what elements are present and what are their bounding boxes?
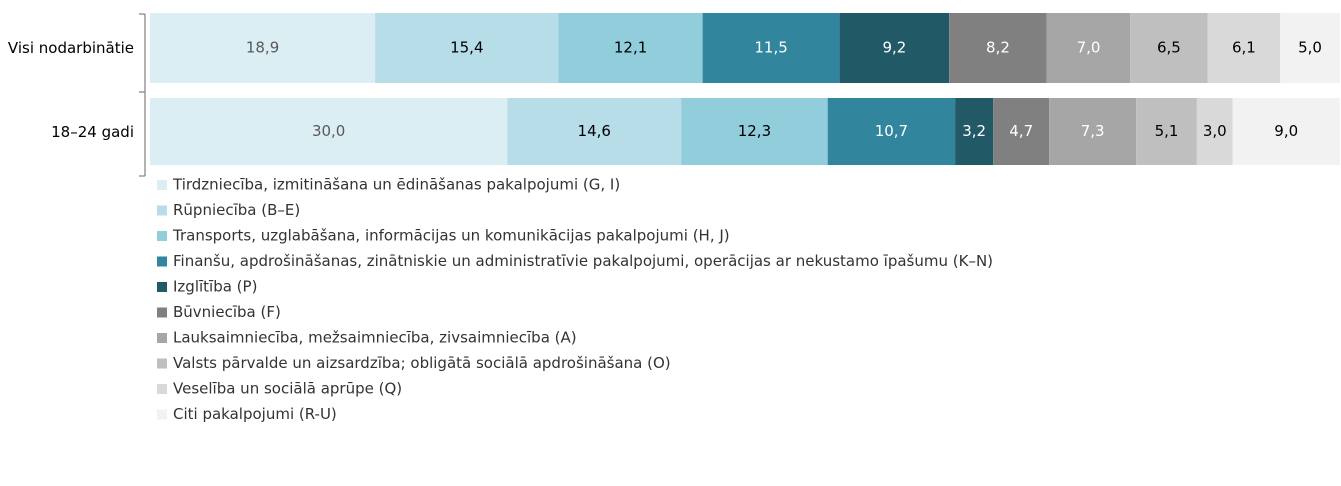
legend-swatch [157, 333, 167, 343]
legend-label: Izglītība (P) [173, 278, 257, 296]
data-label: 7,0 [1077, 39, 1101, 57]
axis-bracket [139, 13, 146, 177]
data-label: 3,0 [1203, 122, 1227, 140]
bar-segment [507, 98, 682, 165]
bar-segment [1046, 13, 1131, 83]
legend-swatch [157, 358, 167, 369]
data-label: 6,5 [1157, 39, 1181, 57]
legend-swatch [157, 282, 167, 292]
data-label: 18,9 [246, 39, 279, 57]
bar-segment [558, 13, 703, 83]
legend-label: Transports, uzglabāšana, informācijas un… [172, 227, 730, 245]
data-label: 7,3 [1081, 122, 1105, 140]
data-label: 15,4 [450, 39, 483, 57]
data-label: 6,1 [1232, 39, 1256, 57]
legend-swatch [157, 307, 167, 318]
bar-segment [150, 98, 508, 165]
bar-segment [1049, 98, 1137, 165]
data-label: 14,6 [578, 122, 611, 140]
legend-swatch [157, 384, 167, 394]
bar-segment [375, 13, 559, 83]
bar-segment [681, 98, 828, 165]
legend-swatch [157, 256, 167, 267]
data-label: 5,0 [1298, 39, 1322, 57]
bar-segment [1280, 13, 1340, 83]
data-label: 3,2 [962, 122, 986, 140]
bar-segment [993, 98, 1050, 165]
category-label: Visi nodarbinātie [7, 39, 134, 57]
legend-label: Lauksaimniecība, mežsaimniecība, zivsaim… [173, 329, 577, 347]
bar-segment [150, 13, 376, 83]
legend-label: Rūpniecība (B–E) [173, 201, 300, 219]
bar-segment [1130, 13, 1208, 83]
bar-segment [1207, 13, 1281, 83]
data-label: 9,0 [1274, 122, 1298, 140]
data-label: 12,1 [614, 39, 647, 57]
bar-segment [955, 98, 994, 165]
legend-label: Citi pakalpojumi (R-U) [173, 405, 337, 423]
legend-label: Veselība un sociālā aprūpe (Q) [173, 380, 402, 398]
legend-label: Finanšu, apdrošināšanas, zinātniskie un … [173, 252, 993, 270]
bar-segment [827, 98, 956, 165]
legend-label: Tirdzniecība, izmitināšana un ēdināšanas… [172, 176, 620, 194]
data-label: 8,2 [986, 39, 1010, 57]
bar-segment [949, 13, 1047, 83]
legend-swatch [157, 409, 167, 420]
data-label: 5,1 [1155, 122, 1179, 140]
legend-swatch [157, 205, 167, 216]
data-label: 9,2 [882, 39, 906, 57]
bar-segment [702, 13, 840, 83]
bar-segment [839, 13, 950, 83]
data-label: 4,7 [1009, 122, 1033, 140]
bar-segment [1136, 98, 1197, 165]
legend-label: Būvniecība (F) [173, 303, 281, 321]
legend-swatch [157, 180, 167, 190]
bar-segment [1196, 98, 1233, 165]
data-label: 10,7 [875, 122, 908, 140]
legend-label: Valsts pārvalde un aizsardzība; obligātā… [173, 354, 671, 372]
data-label: 11,5 [754, 39, 787, 57]
data-label: 30,0 [312, 122, 345, 140]
category-label: 18–24 gadi [51, 122, 134, 141]
data-label: 12,3 [738, 122, 771, 140]
legend-swatch [157, 231, 167, 241]
bar-segment [1232, 98, 1340, 165]
